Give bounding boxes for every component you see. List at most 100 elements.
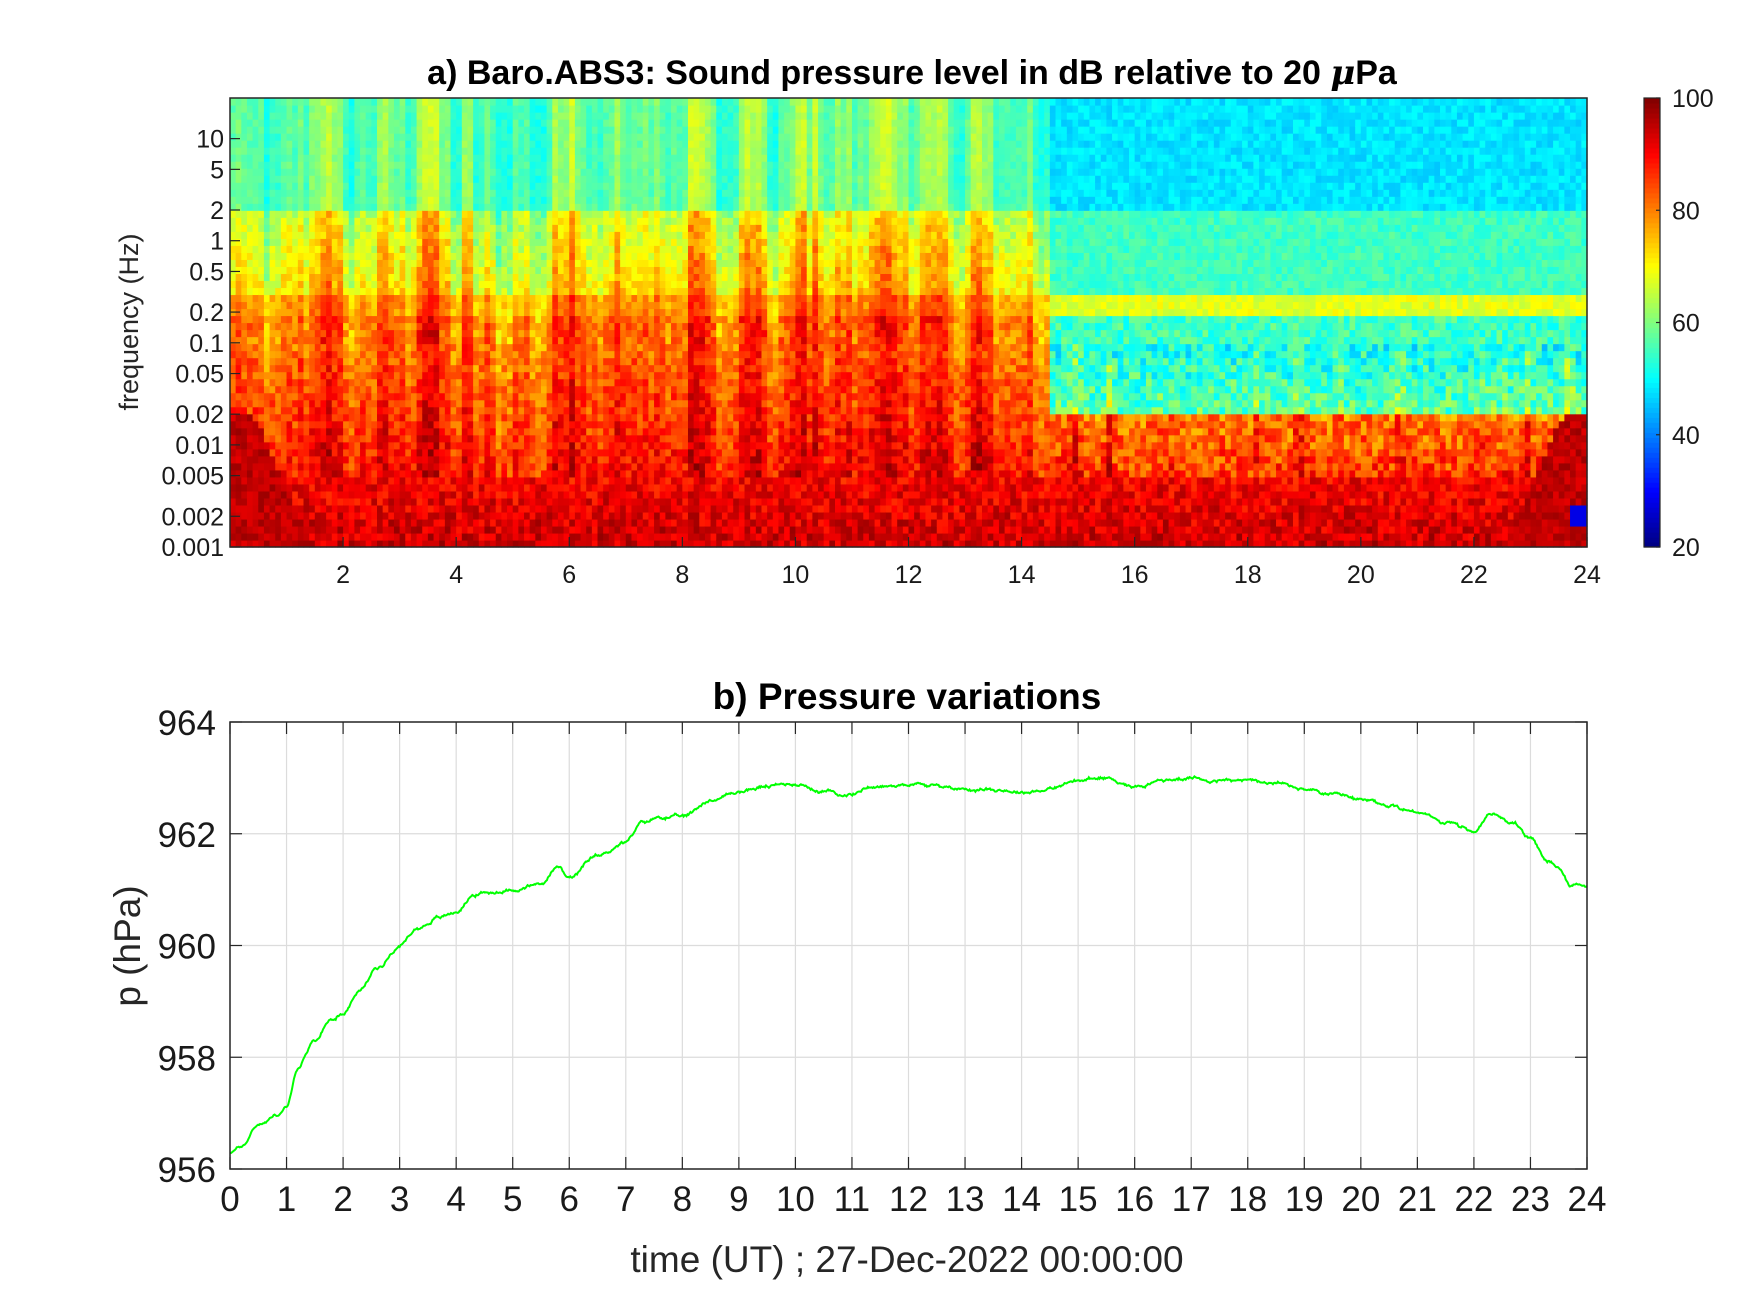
spectrogram-cell [478,294,486,303]
spectrogram-cell [603,112,610,120]
spectrogram-cell [309,273,316,282]
spectrogram-cell [258,126,265,134]
spectrogram-cell [280,294,288,303]
spectrogram-cell [473,476,480,485]
spectrogram-cell [450,420,457,429]
spectrogram-cell [309,483,316,492]
spectrogram-cell [297,343,305,352]
spectrogram-cell [563,343,570,352]
spectrogram-cell [608,532,616,541]
spectrogram-cell [625,154,633,162]
spectrogram-cell [416,119,423,127]
spectrogram-cell [450,357,457,366]
spectrogram-cell [427,497,435,506]
spectrogram-cell [433,105,440,113]
spectrogram-cell [512,133,519,141]
spectrogram-cell [552,329,559,338]
spectrogram-cell [439,210,446,218]
spectrogram-cell [529,406,536,415]
spectrogram-cell [393,168,401,176]
spectrogram-cell [393,224,401,232]
spectrogram-cell [354,203,361,211]
spectrogram-cell [461,364,469,373]
spectrogram-cell [314,224,322,232]
spectrogram-cell [354,364,361,373]
spectrogram-cell [365,497,372,506]
spectrogram-cell [591,133,599,141]
spectrogram-cell [303,231,310,239]
spectrogram-cell [603,133,610,141]
spectrogram-cell [614,224,621,232]
spectrogram-cell [569,364,576,373]
spectrogram-cell [591,434,599,443]
spectrogram-cell [343,511,350,520]
spectrogram-cell [320,231,327,239]
spectrogram-cell [631,448,638,457]
spectrogram-cell [235,532,242,541]
spectrogram-cell [490,112,497,120]
spectrogram-cell [512,308,519,317]
spectrogram-cell [490,259,497,267]
spectrogram-cell [495,259,502,267]
spectrogram-cell [399,329,406,338]
spectrogram-cell [269,301,276,310]
spectrogram-cell [410,259,418,267]
spectrogram-cell [427,154,435,162]
spectrogram-cell [490,532,497,541]
spectrogram-cell [410,105,418,113]
spectrogram-cell [608,476,616,485]
spectrogram-cell [546,329,553,338]
spectrogram-cell [580,259,587,267]
spectrogram-cell [280,511,288,520]
spectrogram-cell [563,364,570,373]
spectrogram-cell [625,245,633,253]
spectrogram-cell [444,161,452,169]
spectrogram-cell [642,315,649,324]
spectrogram-cell [450,511,457,520]
spectrogram-cell [354,308,361,317]
spectrogram-cell [371,238,378,246]
spectrogram-cell [586,287,593,296]
spectrogram-cell [343,399,350,408]
spectrogram-cell [603,168,610,176]
spectrogram-cell [456,126,463,134]
spectrogram-cell [518,259,525,267]
spectrogram-cell [529,161,536,169]
spectrogram-cell [552,245,559,253]
spectrogram-cell [252,497,259,506]
spectrogram-cell [586,539,593,548]
spectrogram-cell [388,343,395,352]
spectrogram-cell [230,343,237,352]
spectrogram-cell [399,315,406,324]
spectrogram-cell [354,497,361,506]
spectrogram-cell [535,329,542,338]
spectrogram-cell [614,294,621,303]
spectrogram-cell [495,406,502,415]
spectrogram-cell [258,273,265,282]
spectrogram-cell [320,259,327,267]
spectrogram-cell [529,490,536,499]
spectrogram-cell [648,175,655,183]
spectrogram-cell [473,385,480,394]
spectrogram-cell [524,392,531,401]
spectrogram-cell [603,259,610,267]
spectrogram-cell [275,203,282,211]
spectrogram-cell [343,98,350,106]
spectrogram-cell [416,448,423,457]
spectrogram-cell [557,98,565,106]
spectrogram-cell [258,322,265,331]
spectrogram-cell [405,203,412,211]
spectrogram-cell [620,126,627,134]
spectrogram-cell [354,441,361,450]
spectrogram-cell [343,357,350,366]
spectrogram-cell [501,427,508,436]
spectrogram-cell [648,483,655,492]
spectrogram-cell [416,455,423,464]
spectrogram-cell [642,511,649,520]
spectrogram-cell [439,105,446,113]
spectrogram-cell [456,231,463,239]
spectrogram-cell [331,175,339,183]
spectrogram-cell [478,511,486,520]
spectrogram-cell [371,427,378,436]
spectrogram-cell [326,196,333,204]
